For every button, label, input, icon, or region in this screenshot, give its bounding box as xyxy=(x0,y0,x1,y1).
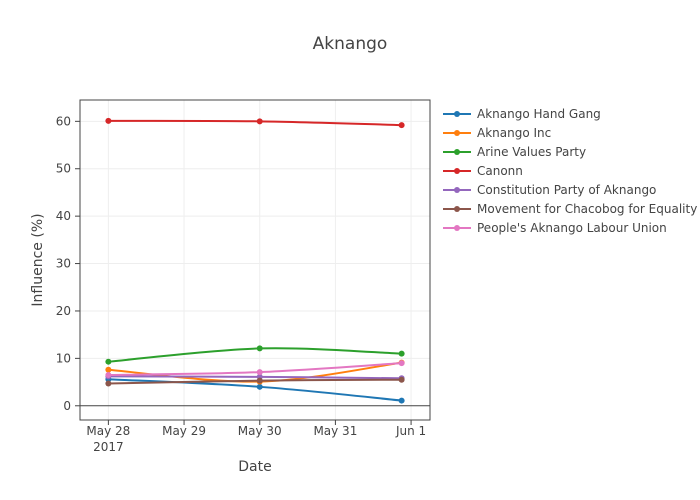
legend-item[interactable]: Canonn xyxy=(443,164,523,178)
legend-item[interactable]: Aknango Inc xyxy=(443,126,551,140)
x-tick-sublabel: 2017 xyxy=(93,440,124,454)
legend-item[interactable]: Arine Values Party xyxy=(443,145,586,159)
grid xyxy=(80,100,430,420)
chart-title: Aknango xyxy=(313,34,388,54)
legend-swatch-marker xyxy=(454,225,460,231)
data-point[interactable] xyxy=(256,369,263,376)
legend-swatch-marker xyxy=(454,168,460,174)
legend-swatch-marker xyxy=(454,149,460,155)
y-tick-label: 20 xyxy=(56,304,71,318)
x-tick-label: May 30 xyxy=(238,424,282,438)
legend-label: Constitution Party of Aknango xyxy=(477,183,656,197)
y-tick-label: 40 xyxy=(56,209,71,223)
x-tick-label: Jun 1 xyxy=(395,424,426,438)
series-3 xyxy=(105,117,405,129)
legend-label: People's Aknango Labour Union xyxy=(477,221,667,235)
y-axis-title: Influence (%) xyxy=(30,213,46,306)
y-tick-label: 0 xyxy=(63,399,71,413)
x-tick-label: May 31 xyxy=(313,424,357,438)
data-point[interactable] xyxy=(256,383,263,390)
y-tick-label: 30 xyxy=(56,257,71,271)
data-point[interactable] xyxy=(398,376,405,383)
data-point[interactable] xyxy=(398,360,405,367)
plot-frame xyxy=(79,99,431,421)
data-point[interactable] xyxy=(256,118,263,125)
legend: Aknango Hand Gang Aknango Inc Arine Values… xyxy=(443,107,697,235)
data-point[interactable] xyxy=(105,380,112,387)
legend-swatch-marker xyxy=(454,206,460,212)
y-tick-label: 50 xyxy=(56,162,71,176)
y-tick-label: 10 xyxy=(56,351,71,365)
legend-item[interactable]: Movement for Chacobog for Equality xyxy=(443,202,697,216)
x-tick-label: May 29 xyxy=(162,424,206,438)
legend-swatch-marker xyxy=(454,111,460,117)
x-axis-ticks: May 28 2017 May 29 May 30 May 31 Jun 1 xyxy=(86,420,426,454)
data-point[interactable] xyxy=(398,122,405,129)
data-point[interactable] xyxy=(256,377,263,384)
data-point[interactable] xyxy=(105,366,112,373)
legend-label: Aknango Hand Gang xyxy=(477,107,601,121)
data-point[interactable] xyxy=(256,345,263,352)
y-tick-label: 60 xyxy=(56,114,71,128)
legend-label: Arine Values Party xyxy=(477,145,586,159)
y-axis-ticks: 0 10 20 30 40 50 60 xyxy=(56,114,80,413)
legend-swatch-marker xyxy=(454,187,460,193)
x-tick-label: May 28 xyxy=(86,424,130,438)
series-2 xyxy=(105,345,405,365)
legend-label: Canonn xyxy=(477,164,523,178)
series-6 xyxy=(105,360,405,378)
series-layer xyxy=(105,117,405,404)
series-5 xyxy=(105,376,405,387)
data-point[interactable] xyxy=(105,371,112,378)
data-point[interactable] xyxy=(105,358,112,365)
x-axis-title: Date xyxy=(238,459,271,475)
data-point[interactable] xyxy=(398,350,405,357)
data-point[interactable] xyxy=(105,117,112,124)
legend-swatch-marker xyxy=(454,130,460,136)
legend-label: Movement for Chacobog for Equality xyxy=(477,202,697,216)
legend-item[interactable]: Aknango Hand Gang xyxy=(443,107,601,121)
legend-item[interactable]: Constitution Party of Aknango xyxy=(443,183,656,197)
legend-item[interactable]: People's Aknango Labour Union xyxy=(443,221,667,235)
axes xyxy=(79,99,431,421)
legend-label: Aknango Inc xyxy=(477,126,551,140)
data-point[interactable] xyxy=(398,397,405,404)
